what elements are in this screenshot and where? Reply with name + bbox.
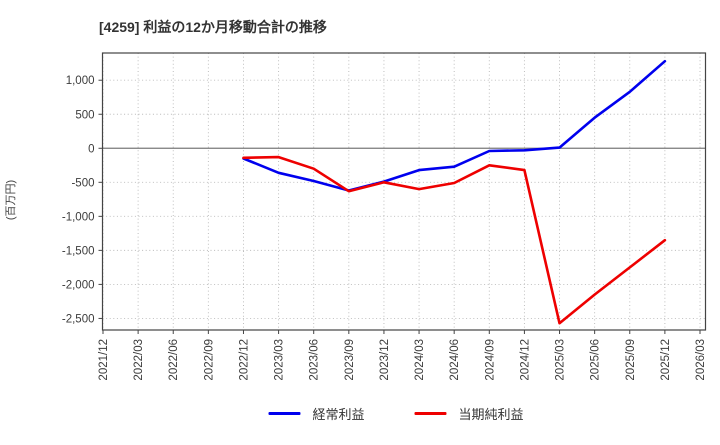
legend-item-ordinary-profit: 経常利益 <box>268 404 365 423</box>
ordinary-profit-line-swatch <box>268 412 301 415</box>
x-tick-label: 2024/12 <box>519 339 531 381</box>
x-tick-label: 2025/06 <box>590 339 602 381</box>
axis-ticks <box>98 79 701 334</box>
series-line-ordinary-profit <box>242 59 667 192</box>
series-line-net-income <box>242 155 667 325</box>
plot-border-rect <box>101 52 707 331</box>
x-tick-label: 2022/09 <box>203 339 215 381</box>
x-tick-label: 2022/03 <box>133 339 145 381</box>
x-tick-label: 2025/12 <box>660 339 672 381</box>
x-tick-label: 2023/09 <box>344 339 356 381</box>
x-tick-label: 2026/03 <box>695 339 707 381</box>
x-tick-label: 2024/06 <box>449 339 461 381</box>
y-tick-label: 500 <box>75 109 94 121</box>
x-tick-label: 2022/12 <box>238 339 250 381</box>
series-lines <box>242 59 667 325</box>
x-tick-label: 2025/09 <box>625 339 637 381</box>
net-income-legend-label: 当期純利益 <box>458 407 524 422</box>
chart-legend: 経常利益 当期純利益 <box>268 404 524 423</box>
y-tick-label: -1,000 <box>62 211 95 223</box>
horizontal-gridlines <box>102 79 706 319</box>
chart-title: [4259] 利益の12か月移動合計の推移 <box>99 19 327 35</box>
net-income-line-swatch <box>414 412 447 415</box>
y-tick-label: -500 <box>71 177 94 189</box>
y-tick-label: -2,000 <box>62 279 95 291</box>
x-tick-label: 2024/03 <box>414 339 426 381</box>
x-tick-label: 2022/06 <box>168 339 180 381</box>
y-tick-labels: 1,000 500 0 -500 -1,000 -1,500 -2,000 -2,500 <box>62 75 95 325</box>
x-tick-label: 2023/06 <box>309 339 321 381</box>
x-tick-labels: 2021/12 2022/03 2022/06 2022/09 2022/12 2023/… <box>98 339 707 381</box>
x-tick-label: 2021/12 <box>98 339 110 381</box>
plot-border <box>101 52 707 331</box>
x-tick-label: 2024/09 <box>484 339 496 381</box>
y-axis-label: (百万円) <box>5 180 17 220</box>
y-tick-label: 0 <box>88 143 94 155</box>
y-tick-label: -1,500 <box>62 245 95 257</box>
y-tick-label: -2,500 <box>62 313 95 325</box>
y-tick-label: 1,000 <box>66 75 95 87</box>
ordinary-profit-legend-label: 経常利益 <box>312 407 365 422</box>
vertical-gridlines <box>102 53 701 330</box>
x-tick-label: 2023/12 <box>379 339 391 381</box>
x-tick-label: 2023/03 <box>274 339 286 381</box>
x-tick-label: 2025/03 <box>555 339 567 381</box>
legend-item-net-income: 当期純利益 <box>414 404 524 423</box>
